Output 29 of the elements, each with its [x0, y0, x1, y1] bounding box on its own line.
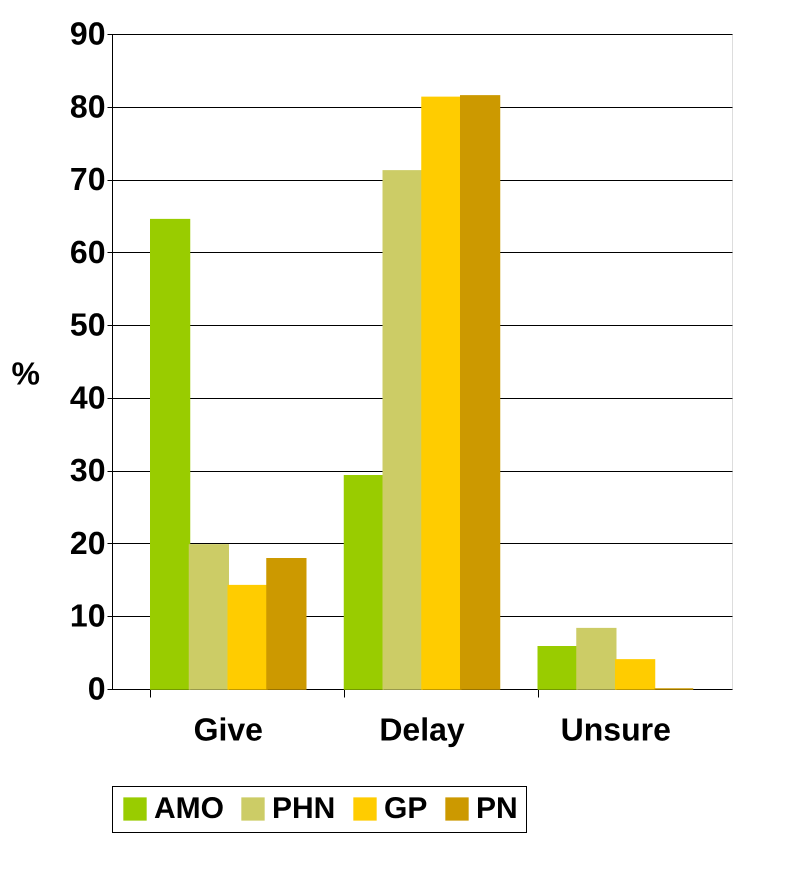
y-tick-label: 40: [70, 379, 106, 416]
legend-label: GP: [384, 792, 428, 825]
y-tick-label: 90: [70, 16, 106, 52]
x-tick-label: Give: [194, 712, 263, 748]
bar: [421, 96, 462, 690]
y-tick-label: 0: [88, 670, 106, 706]
bar: [576, 628, 616, 690]
bar: [266, 558, 306, 690]
y-tick-label: 10: [70, 598, 106, 634]
bar: [228, 584, 268, 690]
bar: [382, 170, 423, 690]
bar: [538, 646, 578, 690]
x-tick-label: Unsure: [560, 712, 671, 748]
y-tick-label: 30: [70, 452, 106, 488]
legend-label: PN: [476, 792, 518, 825]
bar: [344, 475, 384, 690]
legend-label: PHN: [272, 792, 336, 825]
bar: [188, 544, 229, 690]
legend-label: AMO: [154, 792, 224, 825]
y-tick-label: 70: [70, 161, 106, 198]
y-tick-label: 80: [70, 88, 106, 124]
y-axis-title: %: [11, 356, 40, 392]
y-tick-label: 60: [70, 234, 106, 270]
y-tick-label: 50: [70, 306, 106, 343]
bar: [150, 218, 190, 690]
bar: [615, 659, 656, 690]
y-tick-label: 20: [70, 524, 106, 561]
x-tick-label: Delay: [379, 712, 465, 748]
bar: [460, 95, 500, 690]
